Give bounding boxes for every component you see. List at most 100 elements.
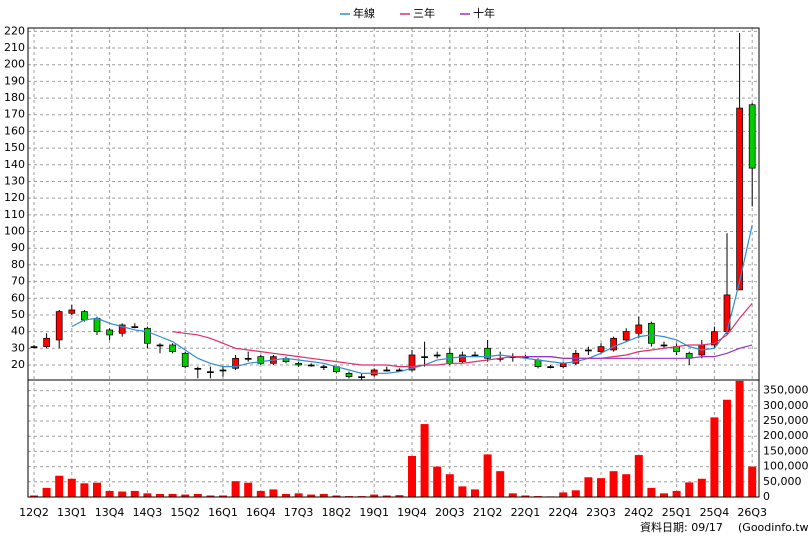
volume-bar <box>496 471 505 497</box>
footer-source: (Goodinfo.tw) <box>738 521 808 534</box>
volume-bar <box>471 489 479 497</box>
x-tick-label: 15Q2 <box>170 506 200 519</box>
y-tick-label: 160 <box>4 124 25 137</box>
candle-body <box>131 326 139 328</box>
y-tick-label: 80 <box>11 258 25 271</box>
x-tick-label: 14Q3 <box>133 506 163 519</box>
candle-body <box>736 107 743 291</box>
volume-bar <box>597 478 605 497</box>
y2-tick-label: 100,000 <box>763 460 808 473</box>
x-tick-label: 22Q4 <box>548 506 578 519</box>
volume-bar <box>508 493 517 497</box>
candle-body <box>244 357 252 360</box>
y-tick-label: 210 <box>4 41 25 54</box>
mark-layer <box>30 33 757 497</box>
volume-bar <box>433 466 442 497</box>
volume-bar <box>672 490 681 497</box>
y-tick-label: 70 <box>11 275 25 288</box>
volume-bar <box>420 424 429 497</box>
candle-body <box>156 344 164 347</box>
volume-bar <box>67 478 76 497</box>
x-tick-label: 21Q2 <box>473 506 503 519</box>
y-tick-label: 110 <box>4 208 25 221</box>
volume-bar <box>571 490 580 497</box>
volume-bar <box>181 494 190 497</box>
footer-date: 資料日期: 09/17 <box>640 520 723 534</box>
candle-body <box>622 331 630 341</box>
volume-bar <box>282 493 290 497</box>
candle-body <box>648 322 655 344</box>
candle-body <box>358 376 365 379</box>
volume-bar <box>80 483 89 497</box>
candle-body <box>207 371 214 374</box>
y-tick-label: 140 <box>4 158 25 171</box>
volume-bar <box>156 493 164 497</box>
x-tick-label: 25Q4 <box>700 506 730 519</box>
candle-body <box>81 311 88 321</box>
candle-body <box>660 344 668 347</box>
x-tick-label: 16Q4 <box>246 506 276 519</box>
y-tick-label: 90 <box>11 241 25 254</box>
y-tick-label: 50 <box>11 308 25 321</box>
volume-bar <box>206 495 215 497</box>
x-tick-label: 12Q2 <box>19 506 49 519</box>
volume-bar <box>395 495 404 497</box>
volume-bar <box>55 475 64 497</box>
volume-bar <box>332 495 341 497</box>
y-tick-label: 180 <box>4 91 25 104</box>
x-tick-label: 16Q1 <box>208 506 238 519</box>
candle-body <box>723 294 731 332</box>
candle-body <box>43 337 50 347</box>
volume-bar <box>408 455 416 497</box>
volume-bar <box>105 490 114 497</box>
volume-bar <box>634 455 643 497</box>
volume-bar <box>735 380 744 497</box>
candle-body <box>194 367 202 370</box>
legend-label: 三年 <box>413 6 435 20</box>
y2-tick-label: 300,000 <box>763 399 808 412</box>
candle-body <box>547 366 554 369</box>
candle-body <box>635 324 643 334</box>
candle-body <box>219 369 227 372</box>
y2-tick-label: 250,000 <box>763 414 808 427</box>
volume-bar <box>168 493 177 497</box>
x-tick-label: 13Q4 <box>95 506 125 519</box>
candle-body <box>295 362 302 366</box>
volume-bar <box>307 494 316 497</box>
x-tick-label: 23Q3 <box>586 506 616 519</box>
y2-tick-label: 0 <box>763 490 770 503</box>
candle-body <box>257 356 265 364</box>
candle-body <box>748 104 756 169</box>
volume-bar <box>244 482 253 497</box>
x-tick-label: 13Q1 <box>57 506 87 519</box>
candle-body <box>181 352 189 368</box>
candle-body <box>610 337 617 351</box>
x-tick-label: 22Q1 <box>511 506 541 519</box>
volume-bar <box>685 482 694 497</box>
candle-body <box>68 309 76 314</box>
candle-body <box>597 346 605 352</box>
volume-bar <box>445 474 454 497</box>
y2-tick-label: 200,000 <box>763 429 808 442</box>
candle-body <box>118 324 126 334</box>
volume-bar <box>219 495 227 497</box>
volume-bar <box>521 495 530 497</box>
volume-bar <box>269 489 278 497</box>
x-tick-label: 18Q2 <box>322 506 352 519</box>
candle-body <box>484 347 491 359</box>
volume-bar <box>130 490 139 497</box>
y-tick-label: 130 <box>4 174 25 187</box>
candle-body <box>421 356 428 358</box>
volume-bar <box>748 466 757 497</box>
y-tick-label: 120 <box>4 191 25 204</box>
volume-frame <box>27 379 760 498</box>
x-tick-label: 17Q3 <box>284 506 314 519</box>
y-tick-label: 220 <box>4 24 25 37</box>
candle-body <box>93 317 101 332</box>
y-tick-label: 190 <box>4 74 25 87</box>
candle-body <box>232 357 239 369</box>
y-tick-label: 20 <box>11 358 25 371</box>
volume-bar <box>622 474 631 497</box>
volume-bar <box>382 495 391 497</box>
